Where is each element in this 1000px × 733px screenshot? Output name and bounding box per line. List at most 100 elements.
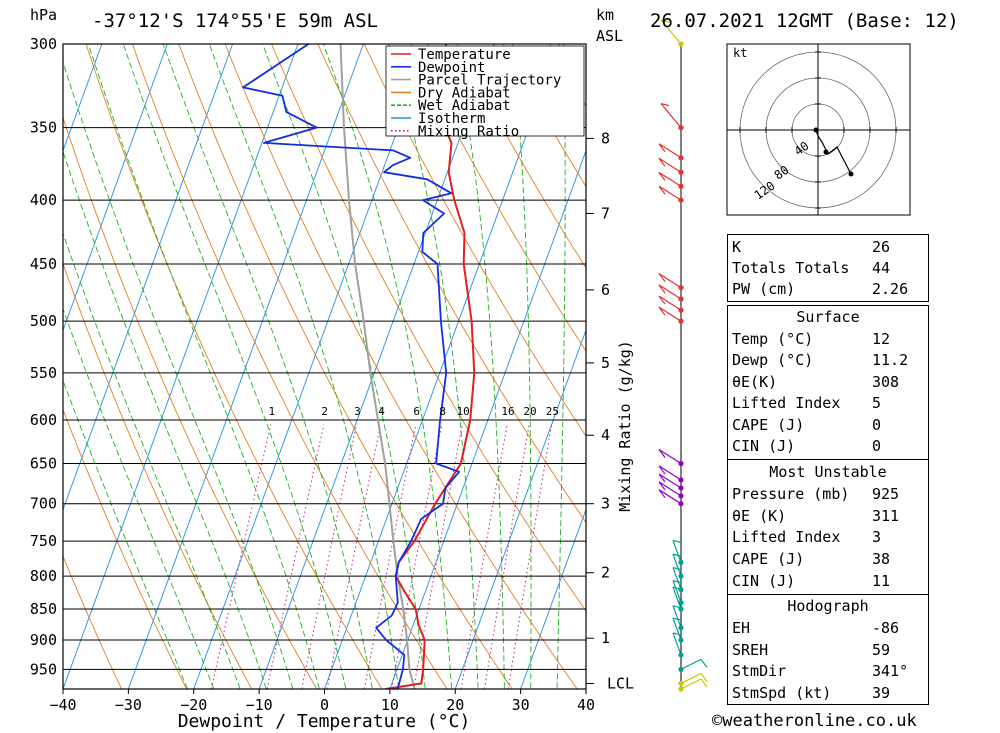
x-tick-label: 40 — [577, 696, 595, 714]
index-value: 311 — [872, 507, 900, 525]
index-key: CAPE (J) — [732, 550, 805, 568]
hodograph-start-dot — [813, 127, 819, 133]
pressure-axis-ticks: 300 350 400 450 500 550 600 650 700 750 800 850 900 9… — [30, 35, 57, 678]
index-key: CAPE (J) — [732, 416, 805, 434]
wind-barb-feather — [658, 489, 666, 499]
wind-barb-staff — [672, 586, 682, 610]
wind-level-dot — [678, 197, 684, 203]
wind-barb-feather — [700, 659, 708, 668]
mixing-ratio-label: 25 — [546, 405, 559, 418]
isobar-lines — [63, 43, 586, 670]
pressure-tick-label: 350 — [30, 119, 57, 137]
wet-adiabat-line — [122, 44, 347, 689]
wet-adiabat-line — [87, 44, 320, 689]
mixing-ratio-line — [413, 424, 463, 689]
dry-adiabat-line — [317, 44, 586, 524]
index-value: 308 — [872, 373, 900, 391]
wind-level-dot — [678, 637, 684, 643]
wind-barb-staff — [672, 605, 682, 629]
height-tick-label: LCL — [607, 674, 634, 692]
wind-barb-staff — [658, 171, 682, 187]
legend-entry-label: Mixing Ratio — [418, 124, 519, 140]
datetime-title: 26.07.2021 12GMT (Base: 12) — [650, 10, 959, 32]
wet-adiabat-line — [512, 44, 532, 689]
series-line-dewpoint — [242, 44, 461, 689]
wind-barb-staff — [660, 19, 682, 45]
wind-barb-staff — [658, 157, 682, 173]
wet-adiabat-line — [556, 44, 566, 689]
wind-barb-feather — [672, 553, 682, 557]
index-value: 59 — [872, 641, 891, 659]
index-value: 3 — [872, 528, 882, 546]
index-value: 0 — [872, 416, 882, 434]
sounding-series — [242, 44, 476, 689]
index-key: StmDir — [732, 662, 787, 680]
index-value: 38 — [872, 550, 891, 568]
pressure-tick-label: 900 — [30, 631, 57, 649]
isotherm-lines — [63, 44, 586, 689]
wind-barb-staff — [680, 672, 702, 685]
height-tick-label: 1 — [601, 629, 610, 647]
surface-title: Surface — [796, 308, 860, 326]
hodograph-title: Hodograph — [787, 597, 869, 615]
index-row: Lifted Index 3 — [728, 526, 928, 547]
wind-barb-staff — [658, 306, 682, 322]
index-value: 26 — [872, 238, 891, 256]
wind-level-dot — [678, 666, 684, 672]
wind-level-dot — [678, 296, 684, 302]
wind-barb-feather — [658, 284, 666, 294]
mixing-ratio-label: 20 — [523, 405, 536, 418]
pressure-tick-label: 600 — [30, 411, 57, 429]
pressure-unit-label: hPa — [30, 6, 57, 24]
index-key: Temp (°C) — [732, 330, 814, 348]
index-row: Lifted Index 5 — [728, 392, 928, 413]
wind-barb-staff — [658, 284, 682, 300]
dry-adiabat-line — [456, 44, 586, 269]
dry-adiabat-line — [363, 44, 586, 437]
wind-barb-staff — [672, 567, 682, 590]
wind-barb-feather — [672, 617, 682, 621]
index-key: EH — [732, 619, 751, 637]
section-divider — [728, 459, 928, 460]
legend-entry-label: Wet Adiabat — [418, 98, 511, 114]
wind-barb-feather — [672, 632, 682, 636]
height-tick-label: 8 — [601, 129, 610, 147]
index-value: -86 — [872, 619, 900, 637]
x-axis-label: Dewpoint / Temperature (°C) — [178, 711, 471, 732]
index-value: 11 — [872, 572, 891, 590]
height-unit-asl: ASL — [596, 27, 623, 45]
wind-barb-feather — [700, 678, 708, 688]
wet-adiabat-line — [63, 60, 294, 689]
wind-barb-feather — [672, 566, 682, 571]
index-row: CAPE (J) 38 — [728, 548, 928, 569]
isotherm-line — [193, 44, 430, 689]
x-tick-label: −10 — [246, 696, 273, 714]
index-value: 44 — [872, 259, 891, 277]
wind-barb-feather — [700, 673, 708, 682]
dry-adiabat-line — [63, 262, 253, 689]
pressure-tick-label: 400 — [30, 191, 57, 209]
isotherm-line — [63, 44, 299, 689]
wind-barb-feather — [672, 605, 682, 609]
pressure-tick-label: 750 — [30, 532, 57, 550]
isotherm-line — [63, 44, 234, 511]
legend-entry-label: Dry Adiabat — [418, 85, 511, 101]
wind-level-dot — [678, 284, 684, 291]
wind-barb-staff — [680, 678, 702, 690]
legend-entry-label: Isotherm — [418, 111, 485, 127]
index-row: Totals Totals 44 — [728, 257, 928, 278]
wind-barb-staff — [672, 617, 682, 641]
dry-adiabat-line — [920, 44, 1000, 689]
index-key: CIN (J) — [732, 437, 796, 455]
wet-adiabat-line — [208, 44, 400, 689]
wind-level-dot — [678, 652, 684, 658]
copyright-text[interactable]: ©weatheronline.co.uk — [712, 711, 917, 731]
wind-barb-staff — [680, 658, 702, 670]
wind-barb-staff — [658, 143, 682, 159]
pressure-tick-label: 650 — [30, 454, 57, 472]
wind-barb-feather — [658, 306, 666, 316]
wet-adiabat-lines — [63, 44, 566, 689]
index-value: 925 — [872, 485, 900, 503]
x-tick-label: 10 — [381, 696, 399, 714]
